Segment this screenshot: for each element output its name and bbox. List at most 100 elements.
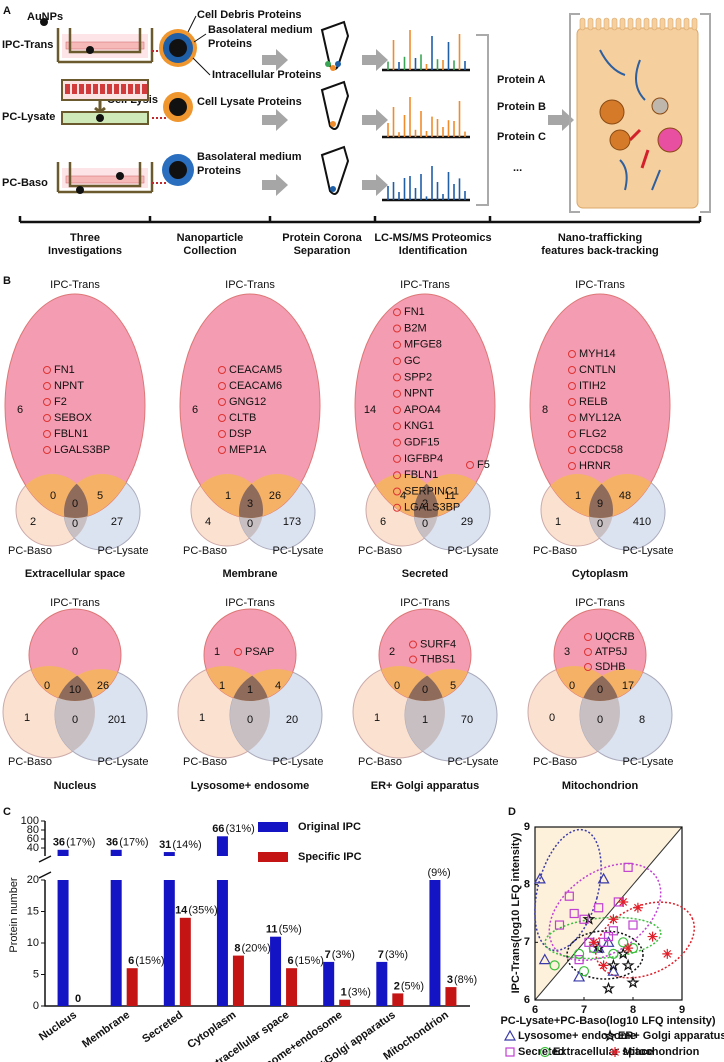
legend-label: Specific IPC xyxy=(298,851,362,863)
legend-marker xyxy=(505,1047,515,1057)
protein-bullet xyxy=(584,648,592,656)
cell-layer xyxy=(65,41,145,50)
protein-bullet xyxy=(393,406,401,414)
protein-name: NPNT xyxy=(54,380,84,392)
plate-cell xyxy=(135,84,140,94)
step-label: Nanoparticle xyxy=(177,232,244,244)
y-tick-label: 8 xyxy=(524,879,530,891)
point xyxy=(594,903,604,913)
panel-label: D xyxy=(508,806,516,818)
x-tick-label: 7 xyxy=(581,1004,587,1016)
process-arrow xyxy=(362,174,388,196)
y-tick-label: 10 xyxy=(27,937,39,949)
y-tick-label: 15 xyxy=(27,905,39,917)
venn-count: 14 xyxy=(364,404,376,416)
protein-name: GDF15 xyxy=(404,437,439,449)
percent-label: (3%) xyxy=(348,987,371,999)
bar xyxy=(429,880,441,1006)
venn-count: 1 xyxy=(225,490,231,502)
value-label: 31 xyxy=(159,839,171,851)
tube-np xyxy=(330,121,336,127)
set-label: PC-Baso xyxy=(533,545,577,557)
protein-name: MEP1A xyxy=(229,444,267,456)
plate-cell xyxy=(114,84,119,94)
gold-np xyxy=(40,18,48,26)
percent-label: (3%) xyxy=(332,949,355,961)
protein-name: ATP5J xyxy=(595,646,627,658)
venn-count: 10 xyxy=(69,684,81,696)
set-label: PC-Lysate xyxy=(623,545,674,557)
plate-cell xyxy=(100,84,105,94)
set-label: IPC-Trans xyxy=(50,279,100,291)
row-label: PC-Lysate xyxy=(2,111,55,123)
venn-count: 29 xyxy=(461,516,473,528)
x-tick-label: Membrane xyxy=(80,1009,132,1050)
process-arrow xyxy=(362,49,388,71)
protein-name: THBS1 xyxy=(420,653,455,665)
bar xyxy=(110,849,122,1006)
cell-bracket xyxy=(569,13,711,213)
protein-name: CNTLN xyxy=(579,364,616,376)
protein-source: Basolateral medium xyxy=(197,151,302,163)
panel-label: B xyxy=(3,275,11,287)
legend-marker xyxy=(610,1047,620,1057)
gold-np xyxy=(116,172,124,180)
set-label: PC-Baso xyxy=(358,756,402,768)
percent-label: (9%) xyxy=(427,867,450,879)
bar-lower xyxy=(216,880,228,1006)
bar xyxy=(57,849,69,1006)
venn-category: Membrane xyxy=(222,568,277,580)
point xyxy=(549,960,560,971)
bar-upper xyxy=(163,852,175,856)
venn-count: 9 xyxy=(597,498,603,510)
venn-count: 5 xyxy=(450,680,456,692)
gold-np xyxy=(96,114,104,122)
percent-label: (31%) xyxy=(225,823,254,835)
value-label: 36 xyxy=(106,837,118,849)
protein-name: CLTB xyxy=(229,412,256,424)
y-tick-label: 60 xyxy=(27,833,39,845)
step-label: LC-MS/MS Proteomics xyxy=(374,232,491,244)
venn-count: 3 xyxy=(564,646,570,658)
cell-layer xyxy=(65,175,145,184)
venn-count: 1 xyxy=(247,684,253,696)
protein-name: MYL12A xyxy=(579,412,622,424)
point xyxy=(554,920,565,930)
venn-count: 0 xyxy=(597,714,603,726)
venn-count: 48 xyxy=(619,490,631,502)
lysate-well xyxy=(61,111,149,125)
protein-name: FBLN1 xyxy=(404,469,438,481)
np-core xyxy=(169,98,187,116)
protein-bullet xyxy=(218,430,226,438)
x-tick-label: Cytoplasm xyxy=(185,1009,238,1051)
value-label: 8 xyxy=(234,943,240,955)
y-tick-label: 40 xyxy=(27,842,39,854)
point xyxy=(623,862,633,872)
venn-count: 1 xyxy=(422,714,428,726)
point xyxy=(632,902,643,913)
protein-name: HRNR xyxy=(579,460,611,472)
protein-name: MFGE8 xyxy=(404,339,442,351)
venn-count: 3 xyxy=(247,498,253,510)
legend-swatch xyxy=(258,852,288,862)
point xyxy=(602,936,615,947)
tube-np xyxy=(325,61,331,67)
protein-name: ... xyxy=(513,162,522,174)
set-label: PC-Lysate xyxy=(98,545,149,557)
vesicle xyxy=(657,127,683,153)
point xyxy=(598,937,609,947)
set-label: PC-Baso xyxy=(183,545,227,557)
point xyxy=(533,872,546,884)
set-label: IPC-Trans xyxy=(225,597,275,609)
process-arrow xyxy=(262,109,288,131)
venn-count: 2 xyxy=(422,498,428,510)
venn-count: 0 xyxy=(72,714,78,726)
overlap-trans-baso xyxy=(29,666,95,701)
exit-arrows xyxy=(628,128,650,169)
microvillus xyxy=(651,17,658,31)
venn-count: 0 xyxy=(44,680,50,692)
microvillus xyxy=(667,17,674,31)
point xyxy=(606,958,620,971)
bar xyxy=(163,852,175,1006)
